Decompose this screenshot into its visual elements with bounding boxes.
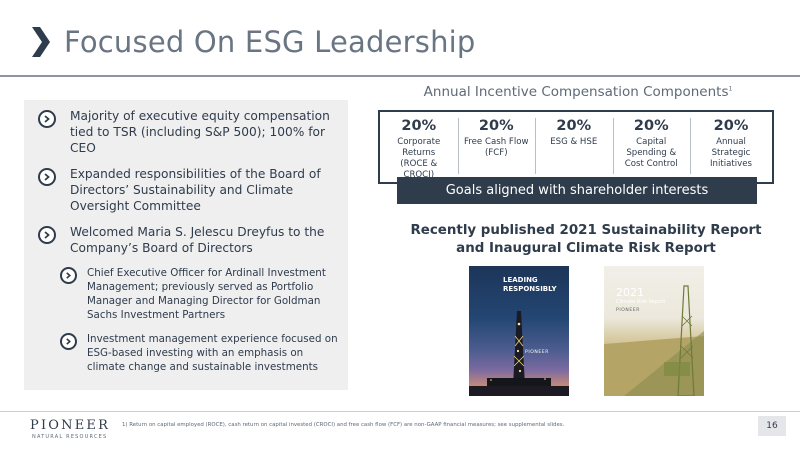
chevron-circle-icon (38, 168, 56, 186)
title-divider (0, 75, 800, 77)
cover-title: Climate Risk Report (616, 299, 666, 305)
goals-banner: Goals aligned with shareholder interests (397, 177, 757, 204)
page-title: Focused On ESG Leadership (64, 25, 476, 59)
chevron-circle-icon (38, 226, 56, 244)
footnote: 1) Return on capital employed (ROCE), ca… (122, 422, 565, 428)
chevron-circle-icon (38, 110, 56, 128)
cover-brand: PIONEER (616, 308, 640, 313)
compensation-title: Annual Incentive Compensation Components… (398, 84, 758, 100)
component-percent: 20% (713, 118, 749, 134)
governance-bullet: Majority of executive equity compensatio… (38, 108, 338, 156)
component-cell: 20% ESG & HSE (535, 112, 613, 182)
component-percent: 20% (633, 118, 669, 134)
component-label: Free Cash Flow (FCF) (463, 137, 529, 158)
cover-year: 2021 (616, 286, 644, 299)
company-logo-subtitle: NATURAL RESOURCES (32, 434, 108, 440)
cover-title: LEADING RESPONSIBLY (503, 276, 557, 293)
component-percent: 20% (556, 118, 592, 134)
component-label: Annual Strategic Initiatives (710, 137, 752, 169)
title-row: Focused On ESG Leadership (30, 22, 476, 62)
company-logo: PIONEER (30, 418, 111, 433)
page-number: 16 (758, 416, 786, 436)
governance-bullet: Expanded responsibilities of the Board o… (38, 166, 338, 214)
governance-sub-bullet: Investment management experience focused… (60, 332, 340, 374)
governance-sub-bullet: Chief Executive Officer for Ardinall Inv… (60, 266, 340, 322)
chevron-right-icon (32, 27, 50, 57)
climate-risk-report-cover[interactable]: 2021 Climate Risk Report PIONEER (604, 266, 704, 396)
drilling-rig-image (469, 311, 569, 396)
pumpjack-field-image (604, 285, 704, 396)
bullet-text: Expanded responsibilities of the Board o… (70, 167, 321, 213)
sub-bullet-text: Investment management experience focused… (87, 333, 338, 373)
bullet-text: Welcomed Maria S. Jelescu Dreyfus to the… (70, 225, 325, 255)
cover-brand: PIONEER (525, 350, 549, 355)
compensation-title-text: Annual Incentive Compensation Components (423, 84, 729, 100)
sub-bullet-text: Chief Executive Officer for Ardinall Inv… (87, 267, 326, 321)
compensation-components-box: 20% Corporate Returns (ROCE & CROCI) 20%… (378, 110, 774, 184)
sustainability-report-cover[interactable]: LEADING RESPONSIBLY PIONEER (469, 266, 569, 396)
component-cell: 20% Capital Spending & Cost Control (612, 112, 691, 182)
component-percent: 20% (401, 118, 437, 134)
footnote-marker: 1 (728, 85, 733, 93)
component-label: ESG & HSE (550, 137, 598, 147)
governance-panel: Majority of executive equity compensatio… (24, 100, 348, 390)
component-cell: 20% Annual Strategic Initiatives (690, 112, 772, 182)
footer-divider (0, 411, 800, 412)
chevron-circle-icon (60, 333, 77, 350)
governance-bullet: Welcomed Maria S. Jelescu Dreyfus to the… (38, 224, 338, 256)
component-label: Corporate Returns (ROCE & CROCI) (397, 137, 441, 180)
chevron-circle-icon (60, 267, 77, 284)
component-label: Capital Spending & Cost Control (624, 137, 678, 169)
component-cell: 20% Corporate Returns (ROCE & CROCI) (380, 112, 458, 182)
reports-heading: Recently published 2021 Sustainability R… (410, 223, 762, 256)
component-cell: 20% Free Cash Flow (FCF) (457, 112, 536, 182)
component-percent: 20% (478, 118, 514, 134)
bullet-text: Majority of executive equity compensatio… (70, 109, 330, 155)
